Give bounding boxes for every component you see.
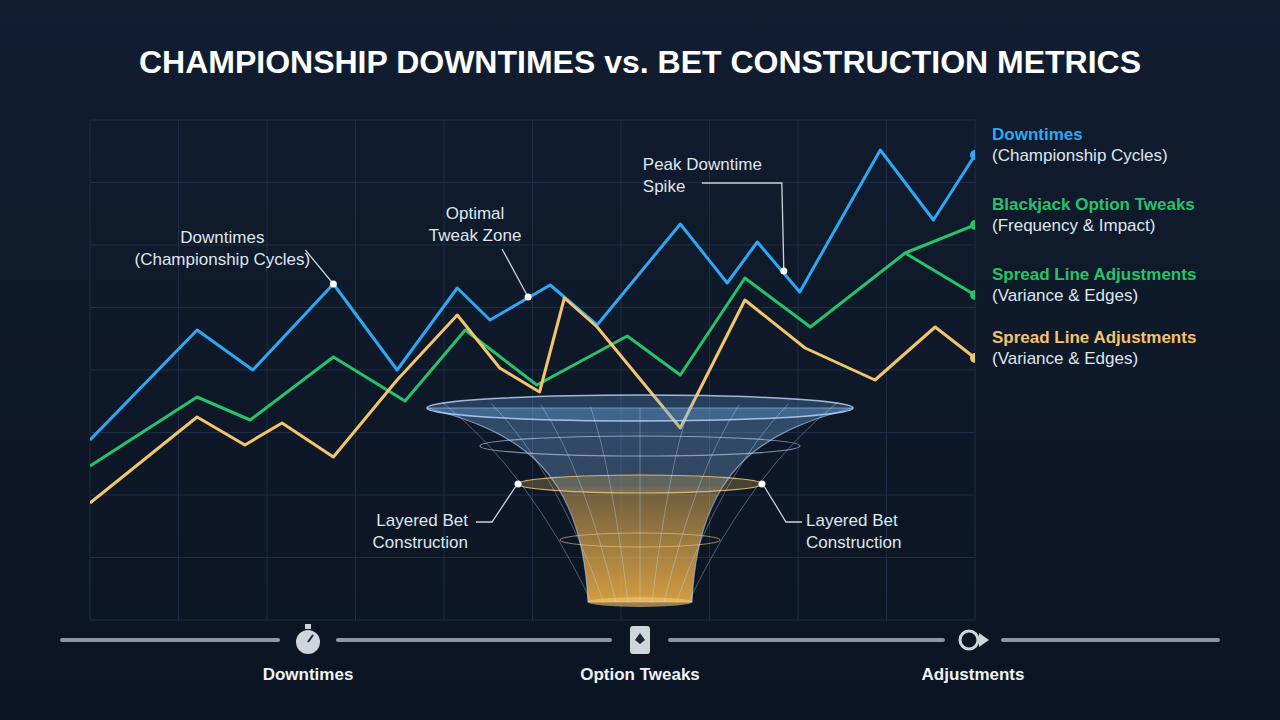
html-text:Blackjack Option Tweaks: Blackjack Option Tweaks <box>992 195 1195 214</box>
svg-text:Option Tweaks: Option Tweaks <box>580 665 700 684</box>
html-text:Spread Line Adjustments: Spread Line Adjustments <box>992 328 1197 347</box>
svg-text:Tweak Zone: Tweak Zone <box>429 226 522 245</box>
svg-text:Optimal: Optimal <box>446 204 505 223</box>
html-text:(Frequency & Impact): (Frequency & Impact) <box>992 216 1156 235</box>
html-text:(Variance & Edges): (Variance & Edges) <box>992 349 1139 368</box>
html-text:(Championship Cycles): (Championship Cycles) <box>992 146 1168 165</box>
svg-text:Spike: Spike <box>643 177 686 196</box>
svg-text:Peak Downtime: Peak Downtime <box>643 155 762 174</box>
svg-text:(Championship Cycles): (Championship Cycles) <box>135 250 311 269</box>
svg-text:Layered Bet: Layered Bet <box>376 511 468 530</box>
html-text:Downtimes: Downtimes <box>992 125 1083 144</box>
html-text:(Variance & Edges): (Variance & Edges) <box>992 286 1139 305</box>
svg-text:Layered Bet: Layered Bet <box>806 511 898 530</box>
html-text:Spread Line Adjustments: Spread Line Adjustments <box>992 265 1197 284</box>
svg-text:Downtimes: Downtimes <box>180 228 264 247</box>
html-text:CHAMPIONSHIP DOWNTIMES vs. BET: CHAMPIONSHIP DOWNTIMES vs. BET CONSTRUCT… <box>138 44 1142 80</box>
svg-text:Adjustments: Adjustments <box>922 665 1025 684</box>
svg-text:Construction: Construction <box>806 533 901 552</box>
svg-text:Construction: Construction <box>373 533 468 552</box>
svg-text:Downtimes: Downtimes <box>263 665 354 684</box>
